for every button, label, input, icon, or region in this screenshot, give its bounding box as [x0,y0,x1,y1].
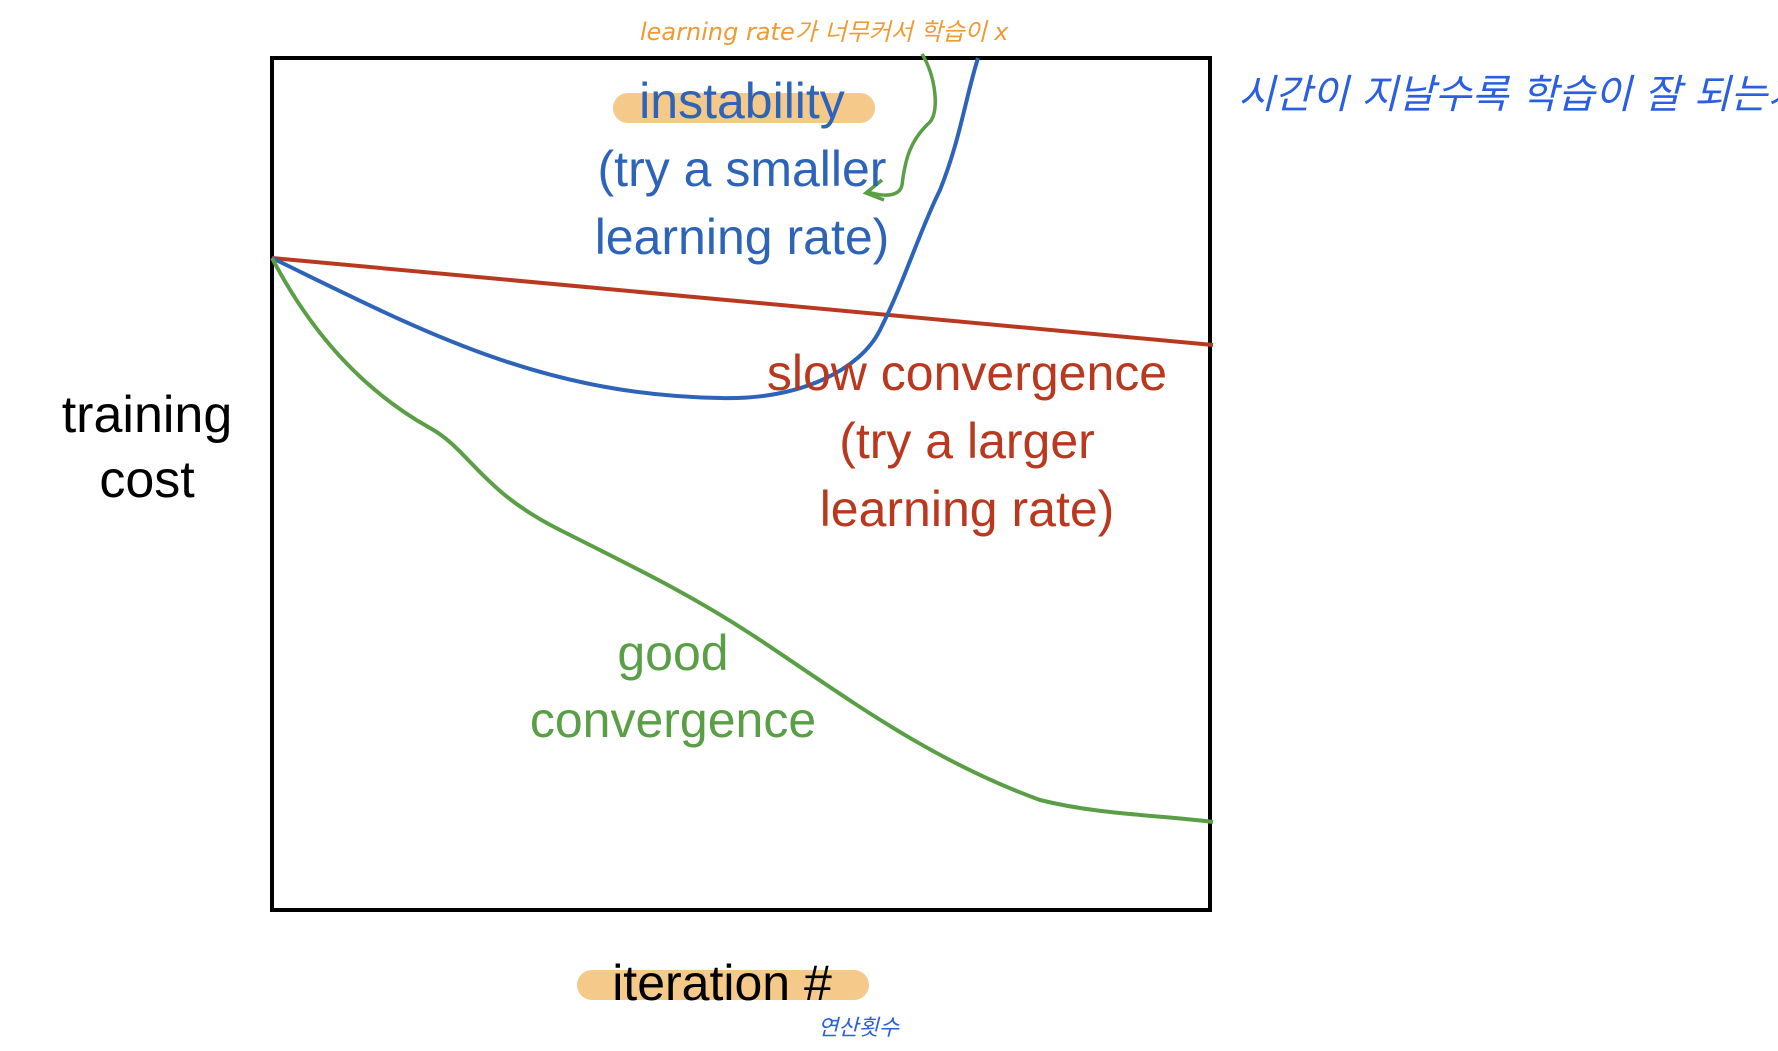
y-axis-label-line1: training [62,386,233,444]
good-label-line1: good [617,625,728,681]
top-handwritten-note: learning rate가 너무커서 학습이 x [640,18,1009,46]
handwritten-arrow [862,53,938,202]
arrow-head-icon [862,178,885,202]
arrow-stroke [867,53,938,197]
instability-label-line1: instability [639,73,845,129]
slow-label-line2: (try a larger [839,413,1095,469]
good-label-line2: convergence [530,692,816,748]
highlight-marks [577,93,875,1000]
slow-label-line1: slow convergence [767,345,1167,401]
y-axis-label-line2: cost [99,451,195,509]
plot-frame [270,56,1212,912]
good-convergence-curve [270,257,1214,824]
instability-label-line2: (try a smaller [598,141,887,197]
slow-convergence-curve [271,256,1214,347]
instability-label-line3: learning rate) [595,209,890,265]
x-axis-label: iteration # [612,955,832,1011]
xlabel-handwritten-note: 연산횟수 [818,1016,900,1041]
instability-curve [271,57,980,401]
slow-label-line3: learning rate) [820,481,1115,537]
right-handwritten-note: 시간이 지날수록 학습이 잘 되는가? [1238,72,1778,118]
